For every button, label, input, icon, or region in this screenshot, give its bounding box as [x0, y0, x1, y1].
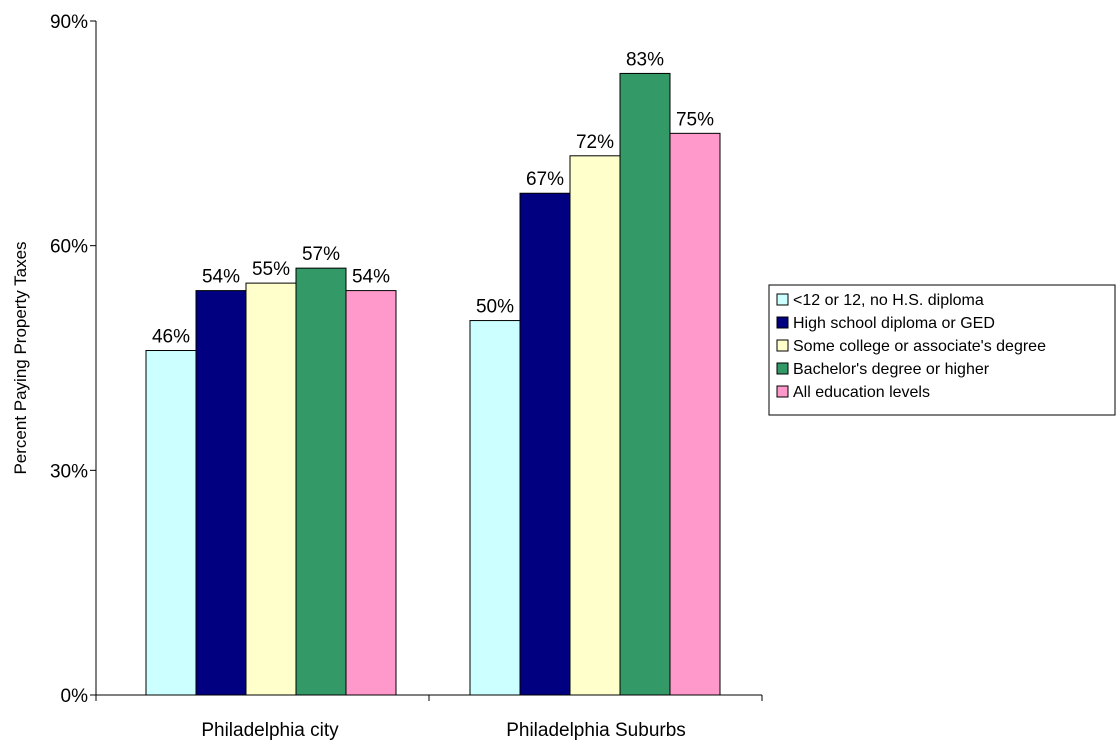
legend-swatch [776, 385, 789, 398]
bar [519, 192, 571, 696]
x-category-label: Philadelphia city [201, 720, 339, 741]
legend-label: Some college or associate's degree [793, 338, 1046, 355]
bar [195, 290, 247, 696]
bar [469, 320, 521, 696]
data-label: 83% [626, 49, 664, 70]
data-label: 46% [152, 327, 190, 348]
legend-swatch [776, 316, 789, 329]
bar [295, 267, 347, 696]
data-label: 55% [252, 259, 290, 280]
y-tick-label: 30% [50, 461, 88, 482]
data-label: 50% [476, 297, 514, 318]
bar [619, 72, 671, 696]
legend-swatch [776, 293, 789, 306]
legend-label: High school diploma or GED [793, 315, 995, 332]
plot-area: 0% 30% 60% 90% Philadelphia city Philadelphia… [50, 12, 763, 741]
data-label: 67% [526, 169, 564, 190]
legend-swatch [776, 362, 789, 375]
y-tick-label: 90% [50, 12, 88, 33]
legend-label: All education levels [793, 384, 930, 401]
bar [245, 282, 297, 696]
data-label: 54% [202, 267, 240, 288]
bar [145, 350, 197, 696]
legend: <12 or 12, no H.S. diploma High school di… [768, 284, 1116, 416]
bar [669, 132, 721, 696]
data-label: 54% [352, 267, 390, 288]
data-label: 75% [676, 109, 714, 130]
data-label: 57% [302, 244, 340, 265]
legend-label: <12 or 12, no H.S. diploma [793, 292, 984, 309]
y-axis-title: Percent Paying Property Taxes [11, 241, 30, 474]
legend-label: Bachelor's degree or higher [793, 361, 990, 378]
y-tick-label: 60% [50, 237, 88, 258]
y-tick-label: 0% [61, 686, 89, 707]
bar [569, 155, 621, 696]
legend-swatch [776, 339, 789, 352]
data-label: 72% [576, 132, 614, 153]
bar [345, 290, 397, 696]
legend-box [768, 284, 1116, 416]
x-category-label: Philadelphia Suburbs [506, 720, 686, 741]
